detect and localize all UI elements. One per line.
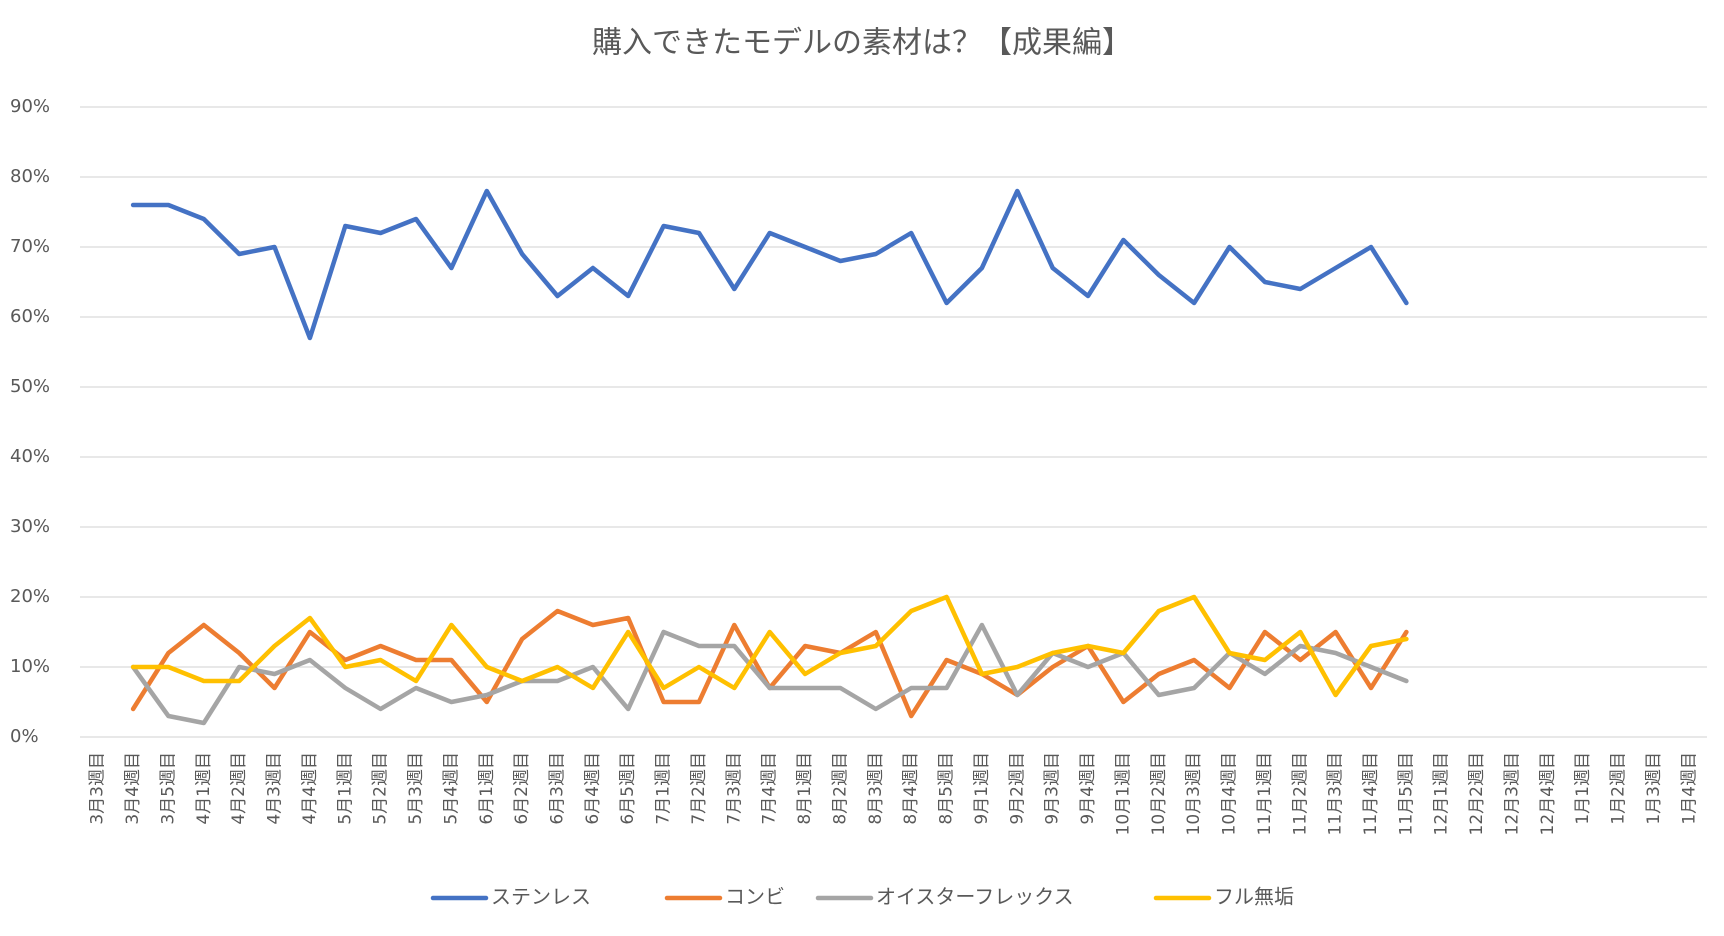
- x-tick-label: 11月3週目: [1326, 752, 1346, 835]
- x-tick-label: 8月5週目: [937, 752, 957, 825]
- x-tick-label: 12月1週目: [1432, 752, 1452, 835]
- legend-label: コンビ: [725, 885, 785, 909]
- x-tick-label: 12月4週目: [1538, 752, 1558, 835]
- x-tick-label: 1月2週目: [1609, 752, 1629, 825]
- x-tick-label: 4月1週目: [194, 752, 214, 825]
- legend-label: オイスターフレックス: [876, 885, 1074, 909]
- x-tick-label: 8月4週目: [901, 752, 921, 825]
- x-tick-label: 8月1週目: [795, 752, 815, 825]
- x-tick-label: 9月2週目: [1007, 752, 1027, 825]
- y-tick-label: 90%: [10, 96, 50, 117]
- x-tick-label: 5月1週目: [335, 752, 355, 825]
- x-tick-label: 7月1週目: [654, 752, 674, 825]
- y-tick-label: 60%: [10, 306, 50, 327]
- series-line: [130, 622, 1409, 726]
- x-tick-label: 9月1週目: [972, 752, 992, 825]
- x-tick-label: 4月3週目: [265, 752, 285, 825]
- x-tick-label: 6月5週目: [618, 752, 638, 825]
- x-tick-label: 1月3週目: [1644, 752, 1664, 825]
- x-tick-label: 10月3週目: [1184, 752, 1204, 835]
- x-tick-label: 11月5週目: [1396, 752, 1416, 835]
- x-tick-label: 9月3週目: [1043, 752, 1063, 825]
- legend-label: ステンレス: [491, 885, 591, 909]
- y-tick-label: 20%: [10, 586, 50, 607]
- chart-title: 購入できたモデルの素材は？【成果編】: [592, 26, 1132, 61]
- x-tick-label: 8月3週目: [866, 752, 886, 825]
- x-tick-label: 6月4週目: [583, 752, 603, 825]
- x-tick-label: 5月3週目: [406, 752, 426, 825]
- legend-label: フル無垢: [1214, 885, 1294, 909]
- x-tick-label: 7月4週目: [760, 752, 780, 825]
- x-tick-label: 9月4週目: [1078, 752, 1098, 825]
- x-tick-label: 8月2週目: [830, 752, 850, 825]
- x-tick-label: 3月4週目: [123, 752, 143, 825]
- x-tick-label: 11月4週目: [1361, 752, 1381, 835]
- x-tick-label: 7月3週目: [724, 752, 744, 825]
- x-tick-label: 10月4週目: [1220, 752, 1240, 835]
- x-tick-label: 12月3週目: [1502, 752, 1522, 835]
- x-tick-label: 6月1週目: [477, 752, 497, 825]
- x-tick-label: 11月2週目: [1290, 752, 1310, 835]
- x-tick-label: 10月2週目: [1149, 752, 1169, 835]
- y-tick-label: 10%: [10, 656, 50, 677]
- x-tick-label: 6月3週目: [547, 752, 567, 825]
- x-tick-label: 4月4週目: [300, 752, 320, 825]
- series-line: [130, 188, 1409, 341]
- x-tick-label: 5月4週目: [441, 752, 461, 825]
- x-tick-label: 1月1週目: [1573, 752, 1593, 825]
- x-tick-label: 3月5週目: [158, 752, 178, 825]
- y-tick-label: 30%: [10, 516, 50, 537]
- y-tick-label: 80%: [10, 166, 50, 187]
- x-tick-label: 6月2週目: [512, 752, 532, 825]
- x-tick-label: 11月1週目: [1255, 752, 1275, 835]
- y-tick-label: 50%: [10, 376, 50, 397]
- x-tick-label: 10月1週目: [1113, 752, 1133, 835]
- x-tick-label: 3月3週目: [88, 752, 108, 825]
- y-tick-label: 0%: [10, 726, 39, 747]
- x-tick-label: 7月2週目: [689, 752, 709, 825]
- x-tick-label: 12月2週目: [1467, 752, 1487, 835]
- series-line: [130, 594, 1409, 698]
- y-tick-label: 40%: [10, 446, 50, 467]
- x-tick-label: 4月2週目: [229, 752, 249, 825]
- x-tick-label: 5月2週目: [371, 752, 391, 825]
- y-tick-label: 70%: [10, 236, 50, 257]
- x-tick-label: 1月4週目: [1679, 752, 1699, 825]
